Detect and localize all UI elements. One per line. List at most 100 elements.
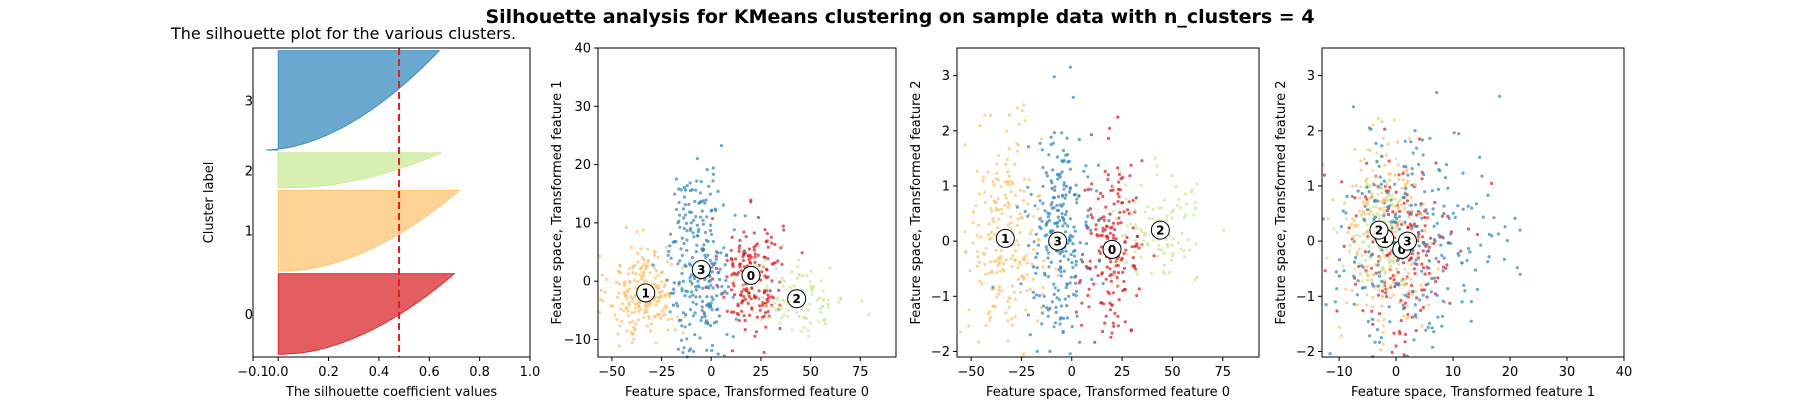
data-point bbox=[680, 289, 684, 293]
data-point bbox=[1016, 277, 1021, 281]
data-point bbox=[1077, 281, 1081, 285]
data-point bbox=[756, 215, 761, 220]
data-point bbox=[1378, 312, 1382, 316]
data-point bbox=[1414, 313, 1418, 317]
data-point bbox=[989, 236, 993, 240]
y-tick-label: 2 bbox=[1307, 124, 1315, 139]
data-point bbox=[1062, 181, 1066, 185]
data-point bbox=[984, 246, 988, 250]
data-point bbox=[1041, 201, 1045, 205]
data-point bbox=[1112, 324, 1116, 328]
data-point bbox=[1424, 328, 1428, 332]
data-point bbox=[767, 316, 771, 320]
data-point bbox=[1423, 215, 1427, 220]
data-point bbox=[1129, 163, 1133, 167]
data-point bbox=[1416, 209, 1420, 213]
data-point bbox=[622, 309, 626, 313]
data-point bbox=[1037, 294, 1042, 298]
data-point bbox=[1022, 199, 1026, 203]
data-point bbox=[994, 248, 999, 252]
x-tick-label: −50 bbox=[957, 365, 984, 380]
data-point bbox=[625, 329, 629, 333]
data-point bbox=[1068, 217, 1072, 221]
data-point bbox=[1149, 271, 1154, 275]
data-point bbox=[1410, 183, 1414, 187]
data-point bbox=[822, 298, 826, 302]
data-point bbox=[1391, 210, 1395, 214]
data-point bbox=[1438, 169, 1442, 173]
data-point bbox=[1403, 139, 1407, 143]
silhouette-band-3 bbox=[265, 50, 441, 151]
data-point bbox=[1448, 301, 1452, 305]
data-point bbox=[1099, 191, 1103, 195]
data-point bbox=[1177, 197, 1181, 201]
data-point bbox=[997, 288, 1001, 292]
data-point bbox=[1035, 266, 1039, 270]
cluster-center-marker bbox=[691, 260, 711, 280]
data-point bbox=[1094, 223, 1098, 227]
data-point bbox=[800, 251, 804, 255]
data-point bbox=[1402, 169, 1406, 173]
data-point bbox=[708, 258, 712, 263]
data-point bbox=[616, 332, 620, 336]
data-point bbox=[691, 231, 695, 235]
x-tick-label: 0.2 bbox=[318, 365, 339, 380]
data-point bbox=[734, 257, 738, 261]
data-point bbox=[1064, 230, 1068, 234]
data-point bbox=[983, 262, 987, 266]
data-point bbox=[1075, 197, 1079, 201]
data-point bbox=[665, 305, 669, 309]
data-point bbox=[736, 302, 740, 306]
data-point bbox=[1131, 256, 1135, 260]
data-point bbox=[1062, 187, 1066, 191]
data-point bbox=[1364, 303, 1369, 307]
data-point bbox=[1405, 168, 1409, 172]
data-point bbox=[1180, 231, 1184, 235]
cluster-center-marker bbox=[1048, 231, 1068, 251]
data-point bbox=[1015, 205, 1020, 209]
data-point bbox=[809, 287, 813, 291]
data-point bbox=[1399, 220, 1403, 224]
data-point bbox=[747, 254, 751, 258]
data-point bbox=[1376, 263, 1380, 267]
data-point bbox=[1433, 239, 1437, 243]
data-point bbox=[1344, 211, 1348, 215]
data-point bbox=[1190, 188, 1194, 192]
data-point bbox=[757, 289, 761, 293]
data-point bbox=[1371, 212, 1375, 217]
data-point bbox=[1114, 264, 1118, 268]
data-point bbox=[755, 315, 760, 319]
data-point bbox=[1404, 186, 1408, 191]
data-point bbox=[647, 317, 651, 321]
data-point bbox=[996, 264, 1000, 268]
y-tick-label: 40 bbox=[574, 42, 591, 57]
data-point bbox=[1064, 153, 1068, 157]
data-point bbox=[1470, 206, 1474, 210]
data-point bbox=[710, 208, 714, 212]
data-point bbox=[748, 288, 752, 292]
data-point bbox=[1021, 352, 1026, 356]
data-point bbox=[1132, 265, 1137, 269]
data-point bbox=[633, 302, 638, 306]
data-point bbox=[1136, 234, 1140, 238]
data-point bbox=[613, 313, 617, 317]
data-point bbox=[1382, 209, 1386, 213]
data-point bbox=[1413, 224, 1417, 228]
data-point bbox=[1365, 293, 1369, 297]
data-point bbox=[971, 241, 975, 245]
data-point bbox=[1011, 284, 1015, 288]
data-point bbox=[1409, 140, 1413, 144]
data-point bbox=[1105, 224, 1109, 229]
data-point bbox=[823, 322, 828, 326]
data-point bbox=[1013, 315, 1017, 319]
data-point bbox=[698, 191, 703, 195]
data-point bbox=[1157, 244, 1161, 248]
data-point bbox=[599, 297, 603, 301]
data-point bbox=[1430, 326, 1434, 330]
data-point bbox=[776, 259, 780, 263]
data-point bbox=[640, 275, 644, 279]
data-point bbox=[1440, 253, 1444, 257]
data-point bbox=[984, 272, 988, 276]
data-point bbox=[1323, 269, 1327, 273]
data-point bbox=[1487, 232, 1492, 236]
